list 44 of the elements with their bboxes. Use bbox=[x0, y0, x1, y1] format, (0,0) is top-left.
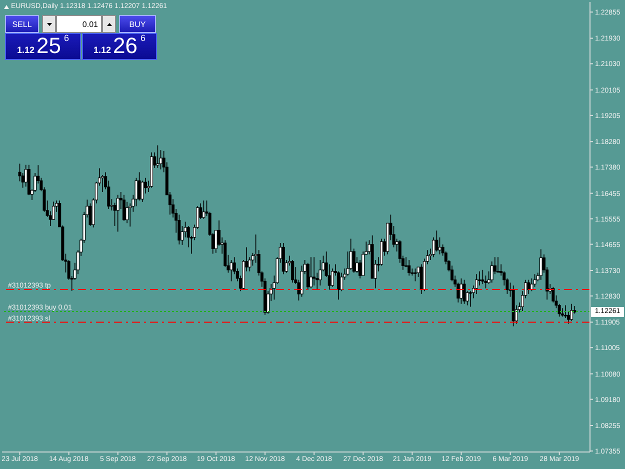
candlestick bbox=[539, 248, 542, 280]
buy-price-box: 1.12 26$^{6}$ bbox=[82, 33, 157, 60]
candlestick bbox=[122, 194, 126, 222]
candlestick bbox=[438, 236, 442, 255]
candlestick bbox=[318, 260, 322, 286]
candlestick bbox=[202, 200, 206, 220]
sell-price-box: 1.12 25$^{6}$ bbox=[5, 33, 81, 60]
candlestick bbox=[570, 303, 574, 322]
candlestick bbox=[564, 304, 567, 318]
candlestick bbox=[481, 270, 484, 284]
candlestick bbox=[462, 279, 466, 304]
candlestick bbox=[460, 278, 463, 304]
candlestick bbox=[309, 256, 312, 289]
annotation: 1.12 bbox=[93, 45, 112, 55]
candlestick bbox=[414, 268, 417, 282]
candlestick bbox=[312, 256, 316, 286]
candlestick bbox=[490, 261, 494, 284]
candlestick bbox=[362, 251, 365, 276]
candlestick bbox=[156, 144, 160, 168]
lot-size-field: 0.01 bbox=[56, 15, 102, 33]
candlestick bbox=[113, 202, 116, 226]
candlestick bbox=[478, 270, 482, 286]
candlestick bbox=[330, 268, 334, 288]
candlestick bbox=[527, 279, 530, 294]
candlestick bbox=[140, 180, 144, 202]
candlestick bbox=[435, 230, 438, 252]
annotation: 1.12 bbox=[16, 45, 35, 55]
candlestick bbox=[138, 172, 141, 201]
annotation: 26$^{6}$ bbox=[113, 33, 146, 58]
candlestick bbox=[291, 260, 294, 284]
candlestick bbox=[475, 274, 478, 294]
candlestick bbox=[116, 194, 120, 232]
candlestick bbox=[496, 256, 500, 274]
candlestick bbox=[88, 202, 92, 226]
buy-button: BUY bbox=[119, 15, 156, 33]
candlestick bbox=[126, 202, 129, 224]
candlestick bbox=[340, 272, 344, 292]
sell-button: SELL bbox=[5, 15, 39, 33]
candlestick bbox=[159, 150, 162, 170]
candlestick bbox=[420, 264, 423, 294]
candlestick bbox=[533, 274, 536, 288]
candlestick bbox=[560, 308, 564, 318]
annotation: 25$^{6}$ bbox=[36, 33, 70, 58]
candlestick bbox=[408, 260, 411, 276]
